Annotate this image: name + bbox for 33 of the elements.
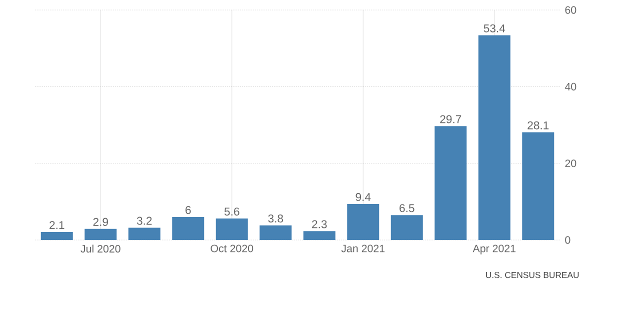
bar bbox=[390, 215, 423, 240]
x-tick-label: Jul 2020 bbox=[80, 244, 120, 253]
x-tick-label: Jan 2021 bbox=[341, 244, 385, 252]
data-label: 9.4 bbox=[356, 193, 371, 202]
y-tick-label: 0 bbox=[565, 236, 570, 244]
y-tick-label: 40 bbox=[564, 82, 576, 90]
data-label: 3.2 bbox=[136, 216, 152, 225]
x-tick-label: Oct 2020 bbox=[210, 244, 254, 252]
data-label: 53.4 bbox=[484, 24, 506, 32]
data-label: 29.7 bbox=[440, 115, 462, 124]
text: U.S. CENSUS BUREAU bbox=[486, 272, 579, 278]
data-label: 3.8 bbox=[268, 214, 284, 222]
y-tick-label: 60 bbox=[565, 6, 576, 14]
data-label: 2.1 bbox=[50, 221, 64, 230]
data-label: 28.1 bbox=[528, 121, 549, 130]
x-tick-label: Apr 2021 bbox=[472, 244, 516, 254]
data-label: 5.6 bbox=[224, 208, 240, 216]
data-label: 6.5 bbox=[400, 204, 414, 212]
bar bbox=[347, 204, 380, 240]
bar bbox=[216, 218, 248, 240]
data-label: 6 bbox=[186, 206, 191, 214]
data-label: 2.9 bbox=[93, 218, 108, 226]
bar bbox=[84, 228, 117, 240]
bar bbox=[434, 126, 467, 240]
bar bbox=[172, 217, 204, 240]
bar bbox=[478, 35, 510, 240]
y-tick-label: 20 bbox=[565, 160, 576, 168]
bar bbox=[128, 228, 160, 240]
bar bbox=[303, 231, 336, 240]
bar bbox=[40, 232, 73, 240]
bar bbox=[522, 132, 554, 240]
bar bbox=[260, 225, 292, 240]
data-label: 2.3 bbox=[312, 220, 327, 228]
